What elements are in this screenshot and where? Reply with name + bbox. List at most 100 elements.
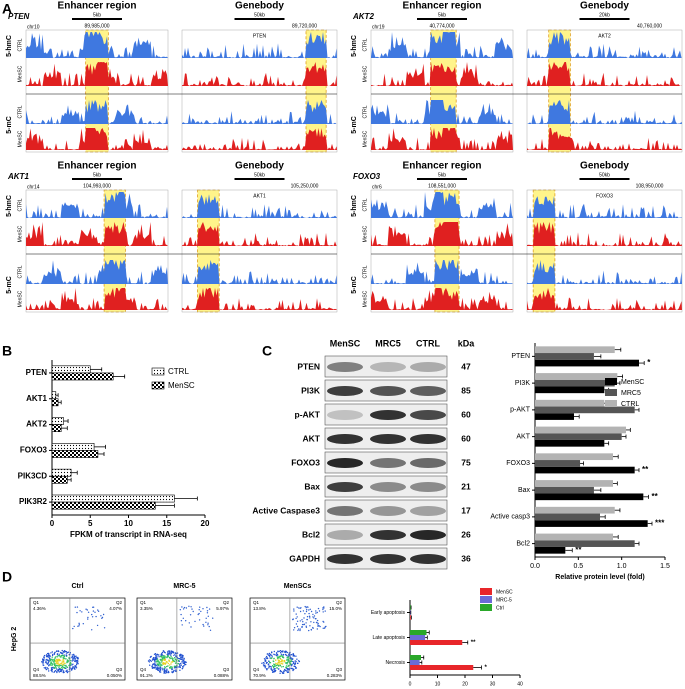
region-frame (181, 29, 338, 153)
legend-label: MRC-5 (496, 597, 512, 603)
flow-dot (60, 670, 62, 673)
flow-dot (42, 658, 45, 660)
blot-column: CTRL (416, 338, 440, 348)
bar (535, 520, 648, 527)
flow-dot (275, 652, 278, 654)
flow-dot (322, 611, 324, 613)
flow-dot (284, 668, 286, 671)
region-frame (181, 189, 338, 313)
y-tick-label: AKT1 (26, 394, 47, 403)
y-tick-label: Late apoptosis (372, 635, 405, 641)
flow-dot (164, 668, 166, 670)
blot-band (327, 554, 363, 564)
blot-frame (324, 499, 448, 522)
flow-dot (312, 626, 314, 629)
panel-label: C (262, 343, 272, 359)
bar (535, 379, 615, 387)
flow-dot (181, 624, 183, 626)
flow-dot (171, 668, 173, 671)
signal-track (371, 222, 513, 246)
flow-dot (194, 620, 196, 623)
flow-dot (175, 655, 177, 657)
flow-dot (290, 657, 292, 659)
flow-dot (56, 656, 59, 658)
flow-dot (175, 670, 177, 672)
bar (535, 540, 635, 547)
flow-dot (313, 615, 316, 617)
flow-dot (51, 651, 53, 653)
flow-dot (273, 671, 275, 673)
blot-band (370, 530, 406, 540)
flow-dot (288, 655, 290, 657)
group-label: CTRL (17, 198, 23, 211)
blot-band (370, 410, 406, 420)
flow-dot (74, 659, 76, 661)
legend-label: MenSC (621, 379, 644, 386)
quadrant-percent: 15.0% (329, 606, 342, 611)
blot-band (370, 554, 406, 564)
flow-dot (183, 657, 185, 660)
flow-dot (279, 652, 282, 654)
bar (410, 615, 411, 620)
flow-dot (295, 655, 297, 657)
flow-dot (286, 651, 288, 654)
flow-dot (46, 667, 49, 669)
flow-dot (269, 661, 271, 664)
flow-dot (82, 623, 85, 625)
flow-dot (65, 665, 67, 667)
x-axis-label: Relative protein level (fold) (555, 574, 644, 581)
flow-dot (166, 661, 168, 663)
legend-label: CTRL (168, 367, 189, 376)
flow-dot (273, 658, 275, 660)
protein-label: p-AKT (295, 409, 321, 419)
flow-dot (315, 621, 318, 624)
flow-dot (75, 660, 77, 662)
flow-dot (76, 606, 79, 608)
legend-swatch (151, 381, 165, 390)
flow-dot (158, 661, 160, 664)
bar (410, 660, 420, 665)
flow-dot (293, 608, 295, 610)
gene-name: AKT2 (352, 12, 374, 21)
flow-dot (266, 657, 268, 659)
flow-dot (276, 657, 279, 659)
flow-dot (281, 666, 283, 668)
blot-band (370, 386, 406, 396)
flow-dot (58, 653, 60, 655)
bar (535, 513, 600, 521)
flow-dot (61, 655, 63, 657)
flow-dot (150, 660, 152, 662)
blot-band (327, 458, 363, 468)
flow-dot (299, 607, 301, 609)
flow-dot (272, 660, 274, 662)
scale-label: 5kb (93, 12, 101, 18)
flow-dot (262, 662, 265, 664)
kda-label: 75 (461, 457, 471, 467)
flow-dot (73, 667, 76, 669)
flow-dot (58, 660, 60, 662)
flow-dot (157, 669, 160, 671)
bar (535, 466, 635, 474)
blot-band (327, 362, 363, 372)
blot-band (410, 362, 446, 372)
flow-dot (277, 654, 279, 656)
flow-dot (190, 626, 192, 628)
blot-band (410, 554, 446, 564)
bar (51, 398, 59, 407)
flow-dot (170, 650, 172, 652)
flow-dot (323, 606, 325, 608)
flow-dot (293, 627, 296, 629)
flow-dot (183, 659, 185, 661)
flow-dot (280, 662, 282, 665)
flow-dot (294, 663, 296, 666)
flow-dot (170, 652, 172, 654)
flow-dot (306, 618, 308, 621)
flow-dot (170, 663, 172, 665)
flow-dot (287, 670, 289, 672)
flow-dot (42, 659, 45, 662)
flow-dot (308, 615, 311, 617)
flow-dot (282, 665, 284, 668)
group-label: CTRL (362, 265, 368, 278)
flow-dot (156, 656, 158, 658)
blot-column: MenSC (330, 338, 361, 348)
